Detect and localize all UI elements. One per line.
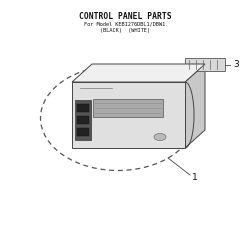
Polygon shape xyxy=(72,64,205,82)
Bar xyxy=(75,100,91,140)
Text: 3: 3 xyxy=(233,60,239,69)
Bar xyxy=(185,58,225,71)
Text: For Model KEBI276DBL1/DBW1: For Model KEBI276DBL1/DBW1 xyxy=(84,21,166,26)
Bar xyxy=(77,128,89,136)
Text: 1: 1 xyxy=(192,172,198,182)
Text: (BLACK)  (WHITE): (BLACK) (WHITE) xyxy=(100,28,150,33)
Polygon shape xyxy=(72,82,185,148)
Ellipse shape xyxy=(154,134,166,140)
Bar xyxy=(77,104,89,112)
Polygon shape xyxy=(185,64,205,148)
Bar xyxy=(93,99,163,117)
Bar xyxy=(77,116,89,124)
Text: CONTROL PANEL PARTS: CONTROL PANEL PARTS xyxy=(79,12,171,21)
